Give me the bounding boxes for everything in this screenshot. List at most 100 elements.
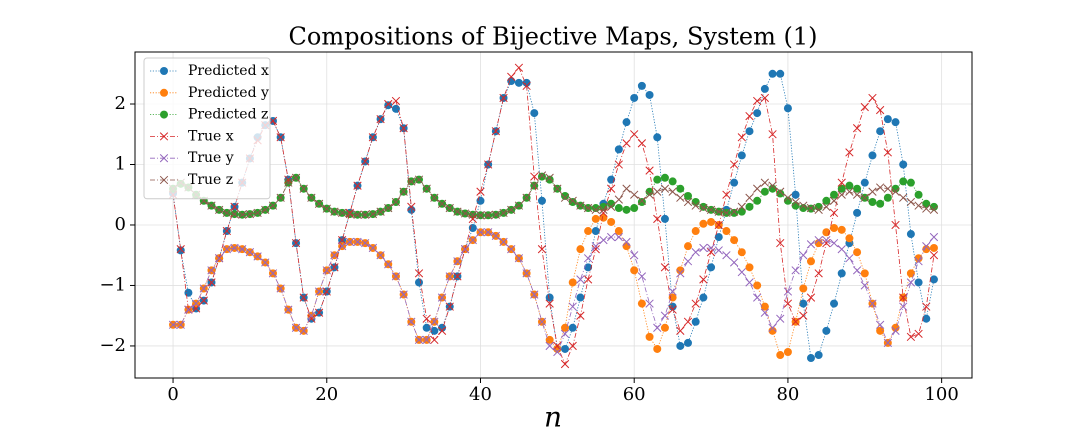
marker bbox=[706, 243, 716, 253]
marker bbox=[714, 220, 723, 230]
marker bbox=[583, 254, 593, 263]
marker bbox=[714, 207, 723, 216]
marker bbox=[284, 175, 293, 184]
marker bbox=[330, 263, 339, 272]
series-line bbox=[173, 231, 935, 353]
marker bbox=[545, 335, 554, 344]
marker bbox=[883, 338, 892, 348]
marker bbox=[668, 177, 677, 186]
marker bbox=[868, 93, 877, 103]
marker bbox=[453, 272, 462, 281]
marker bbox=[683, 257, 693, 266]
marker bbox=[691, 248, 700, 257]
marker bbox=[683, 317, 693, 326]
x-tick-label: 80 bbox=[776, 384, 799, 405]
marker bbox=[753, 96, 762, 106]
marker bbox=[299, 326, 308, 335]
marker bbox=[699, 275, 708, 284]
marker bbox=[537, 245, 547, 254]
marker bbox=[637, 81, 646, 90]
marker bbox=[868, 151, 877, 160]
marker bbox=[783, 287, 793, 296]
marker bbox=[768, 323, 777, 332]
marker bbox=[791, 201, 800, 210]
marker bbox=[384, 203, 393, 213]
marker bbox=[215, 254, 224, 263]
marker bbox=[599, 208, 608, 218]
marker bbox=[430, 317, 439, 326]
marker bbox=[561, 191, 570, 200]
marker bbox=[184, 305, 193, 314]
marker bbox=[860, 269, 869, 278]
marker bbox=[445, 302, 454, 311]
marker bbox=[875, 183, 885, 192]
marker bbox=[714, 246, 723, 255]
marker bbox=[722, 190, 731, 199]
marker bbox=[230, 202, 239, 211]
marker bbox=[545, 341, 554, 351]
marker bbox=[453, 207, 462, 216]
marker bbox=[791, 266, 800, 275]
marker bbox=[584, 227, 593, 236]
marker bbox=[653, 344, 662, 353]
marker bbox=[630, 251, 639, 260]
marker bbox=[776, 187, 785, 196]
marker bbox=[384, 99, 393, 109]
marker bbox=[637, 272, 647, 281]
marker bbox=[653, 175, 662, 184]
marker bbox=[576, 293, 585, 302]
marker bbox=[545, 175, 554, 184]
marker bbox=[845, 148, 854, 157]
marker bbox=[714, 233, 723, 242]
legend-label: True y bbox=[188, 150, 234, 166]
marker bbox=[799, 251, 808, 260]
marker bbox=[499, 237, 508, 247]
marker bbox=[929, 275, 938, 284]
marker bbox=[514, 63, 524, 72]
marker bbox=[729, 160, 739, 169]
marker bbox=[645, 90, 654, 99]
marker bbox=[684, 338, 693, 347]
marker bbox=[568, 197, 577, 206]
marker bbox=[484, 228, 493, 237]
marker bbox=[560, 193, 570, 202]
y-tick-label: 1 bbox=[115, 153, 126, 174]
marker bbox=[368, 133, 378, 142]
marker bbox=[184, 288, 193, 297]
marker bbox=[399, 290, 408, 299]
marker bbox=[753, 196, 762, 205]
marker bbox=[199, 284, 208, 293]
marker bbox=[929, 205, 939, 215]
marker bbox=[330, 251, 339, 260]
marker bbox=[568, 323, 577, 332]
x-axis-label: n bbox=[544, 401, 562, 432]
marker bbox=[776, 69, 785, 78]
marker bbox=[868, 299, 877, 308]
marker bbox=[914, 278, 923, 287]
marker bbox=[891, 326, 900, 335]
marker bbox=[376, 251, 385, 260]
marker bbox=[307, 311, 316, 320]
series-line bbox=[172, 73, 935, 359]
marker bbox=[729, 258, 739, 267]
marker bbox=[460, 245, 470, 254]
marker bbox=[707, 217, 716, 226]
marker bbox=[630, 204, 639, 213]
marker bbox=[914, 329, 923, 339]
marker bbox=[468, 224, 477, 233]
marker bbox=[676, 326, 685, 335]
marker bbox=[576, 201, 585, 210]
legend-label: True x bbox=[188, 128, 234, 144]
marker bbox=[614, 160, 623, 169]
legend-label: Predicted y bbox=[188, 85, 269, 101]
marker bbox=[799, 311, 808, 320]
marker bbox=[745, 278, 754, 287]
marker bbox=[660, 323, 669, 332]
marker bbox=[484, 211, 493, 220]
marker bbox=[430, 335, 439, 345]
marker bbox=[630, 130, 639, 139]
marker bbox=[899, 160, 908, 169]
marker bbox=[553, 341, 562, 351]
marker bbox=[314, 287, 324, 296]
